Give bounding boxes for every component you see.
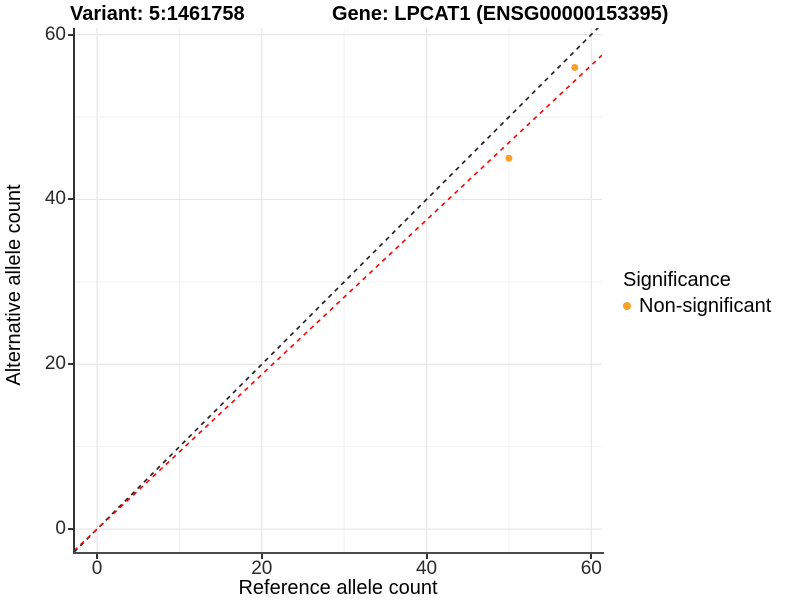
data-point bbox=[571, 64, 579, 72]
y-tick-label: 0 bbox=[55, 518, 66, 540]
plot-canvas bbox=[74, 28, 602, 553]
y-tick-mark bbox=[68, 528, 73, 531]
fit-line bbox=[74, 54, 602, 552]
identity-line bbox=[74, 28, 600, 553]
y-tick-mark bbox=[68, 198, 73, 201]
gene-title: Gene: LPCAT1 (ENSG00000153395) bbox=[332, 3, 669, 25]
x-tick-label: 40 bbox=[415, 558, 438, 579]
variant-title: Variant: 5:1461758 bbox=[70, 3, 245, 25]
y-tick-mark bbox=[68, 363, 73, 366]
x-tick-mark bbox=[425, 554, 428, 559]
legend-point-icon bbox=[623, 302, 631, 310]
x-tick-mark bbox=[260, 554, 263, 559]
legend-entry-label: Non-significant bbox=[639, 295, 772, 317]
y-tick-mark bbox=[68, 33, 73, 36]
y-tick-label: 20 bbox=[44, 353, 66, 375]
y-tick-label: 40 bbox=[44, 188, 66, 210]
y-tick-label: 60 bbox=[44, 23, 66, 45]
x-axis-title: Reference allele count bbox=[238, 577, 438, 599]
x-tick-mark bbox=[590, 554, 593, 559]
y-axis-title: Alternative allele count bbox=[3, 184, 25, 386]
x-axis-line bbox=[73, 552, 604, 554]
x-tick-label: 0 bbox=[91, 558, 103, 579]
legend: Significance Non-significant bbox=[621, 268, 771, 318]
y-axis-line bbox=[73, 28, 75, 554]
plot-panel bbox=[74, 28, 602, 553]
data-point bbox=[505, 154, 513, 162]
x-tick-label: 60 bbox=[580, 558, 602, 579]
x-tick-mark bbox=[96, 554, 99, 559]
x-tick-label: 20 bbox=[251, 558, 273, 579]
legend-title: Significance bbox=[623, 269, 731, 291]
legend-entry: Non-significant bbox=[621, 294, 771, 318]
